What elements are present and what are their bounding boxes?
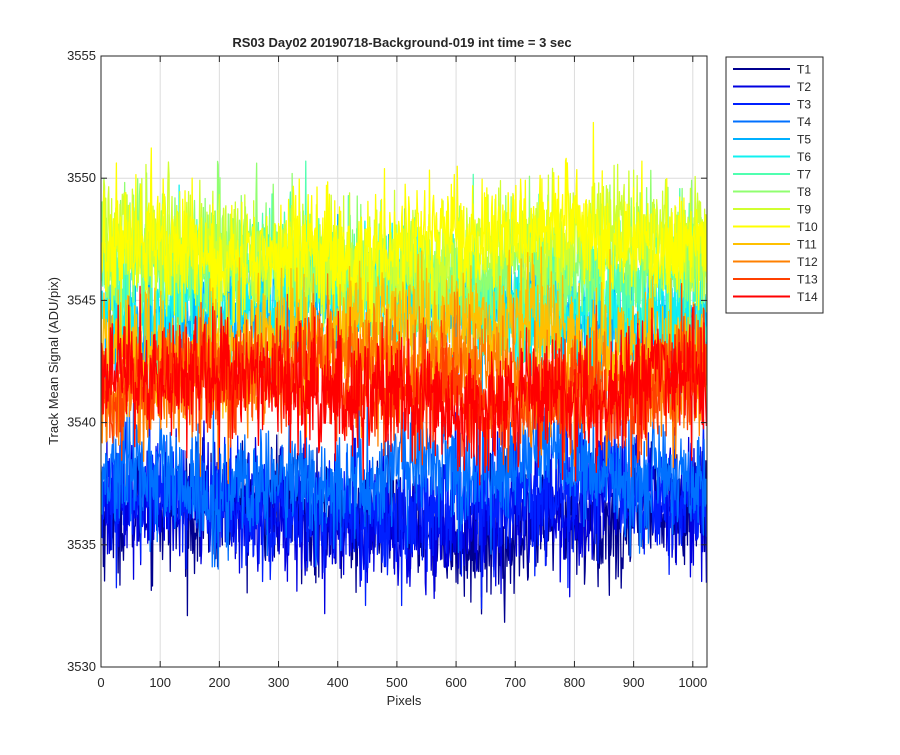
y-tick-label-0: 3530 — [67, 659, 96, 674]
y-axis-label: Track Mean Signal (ADU/pix) — [46, 277, 61, 445]
y-tick-label-1: 3535 — [67, 537, 96, 552]
legend-label-t14: T14 — [797, 290, 818, 304]
legend-label-t7: T7 — [797, 168, 811, 182]
x-tick-label-2: 200 — [209, 675, 231, 690]
legend-label-t11: T11 — [797, 238, 817, 252]
series-line-t10 — [101, 121, 707, 342]
series-line-t13 — [101, 282, 707, 478]
legend-label-t10: T10 — [797, 220, 818, 234]
chart-title: RS03 Day02 20190718-Background-019 int t… — [232, 35, 571, 50]
x-tick-label-1: 100 — [149, 675, 171, 690]
x-tick-label-5: 500 — [386, 675, 408, 690]
y-axis: 3530 3535 3540 3545 3550 3555 — [67, 48, 707, 674]
legend-label-t5: T5 — [797, 133, 811, 147]
plot-frame — [100, 55, 708, 668]
legend-label-t4: T4 — [797, 115, 811, 129]
x-tick-label-4: 400 — [327, 675, 349, 690]
legend-label-t13: T13 — [797, 273, 818, 287]
series-lines — [101, 121, 707, 623]
x-tick-label-3: 300 — [268, 675, 290, 690]
y-tick-label-4: 3550 — [67, 170, 96, 185]
legend-label-t2: T2 — [797, 80, 811, 94]
y-tick-label-3: 3545 — [67, 292, 96, 307]
legend-label-t1: T1 — [797, 63, 811, 77]
x-tick-label-9: 900 — [623, 675, 645, 690]
x-tick-label-8: 800 — [564, 675, 586, 690]
y-tick-label-5: 3555 — [67, 48, 96, 63]
series-line-t4 — [101, 354, 707, 570]
legend-label-t3: T3 — [797, 98, 811, 112]
x-tick-label-7: 700 — [504, 675, 526, 690]
legend-label-t6: T6 — [797, 150, 811, 164]
legend-box — [725, 56, 824, 314]
x-axis: 0 100 200 300 400 500 600 700 800 900 1000 — [97, 56, 707, 690]
legend-label-t12: T12 — [797, 255, 818, 269]
legend-label-t8: T8 — [797, 185, 811, 199]
x-axis-label: Pixels — [387, 693, 422, 708]
legend-label-t9: T9 — [797, 203, 811, 217]
x-tick-label-0: 0 — [97, 675, 104, 690]
series-line-t14 — [101, 285, 707, 486]
legend: T1 T2 T3 T4 T5 T6 T7 T8 T9 T10 T11 T12 T13 T14 — [725, 56, 824, 314]
y-tick-label-2: 3540 — [67, 415, 96, 430]
x-tick-label-6: 600 — [445, 675, 467, 690]
x-tick-label-10: 1000 — [678, 675, 707, 690]
